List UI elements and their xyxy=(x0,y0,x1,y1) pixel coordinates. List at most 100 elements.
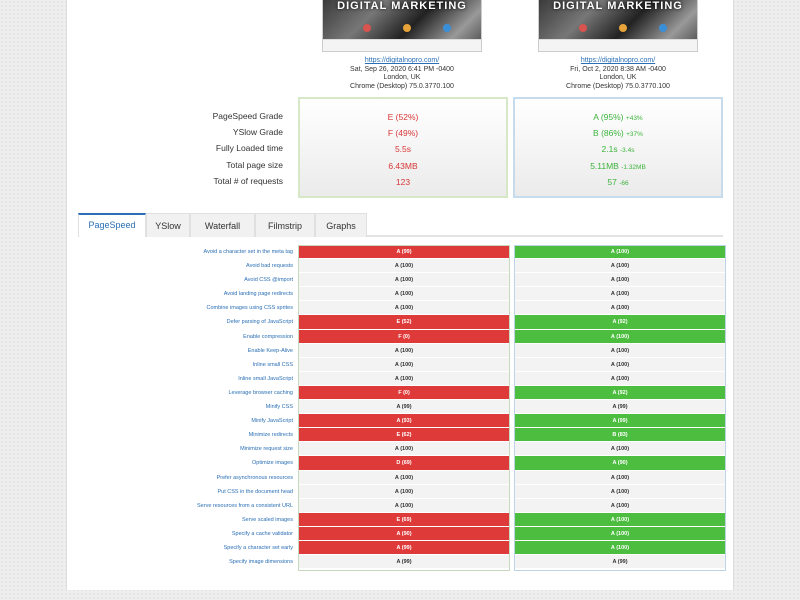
rule-grade-new: A (100) xyxy=(515,470,725,485)
rule-grade-new: A (100) xyxy=(515,371,725,386)
screenshot-thumbnail-new[interactable]: DIGITAL MARKETING xyxy=(538,0,698,52)
rule-grade-old: F (0) xyxy=(299,329,509,344)
delta-badge: -1.32MB xyxy=(621,163,646,171)
rule-grade-old: A (93) xyxy=(299,414,509,429)
test-browser: Chrome (Desktop) 75.0.3770.100 xyxy=(566,82,670,90)
rule-grade-new: A (100) xyxy=(515,526,725,541)
rule-name-link[interactable]: Specify a character set early xyxy=(223,544,293,551)
test-location: London, UK xyxy=(383,74,421,81)
test-date: Sat, Sep 26, 2020 6:41 PM -0400 xyxy=(350,65,454,73)
tab-filmstrip[interactable]: Filmstrip xyxy=(255,213,315,237)
yslow-grade-value: B (86%) xyxy=(593,128,624,139)
rule-name-link[interactable]: Specify image dimensions xyxy=(229,559,293,566)
rule-grade-new: A (100) xyxy=(515,498,725,513)
rule-grade-old: A (100) xyxy=(299,273,509,288)
rule-grade-new: A (99) xyxy=(515,414,725,429)
rule-grade-new: A (100) xyxy=(515,512,725,527)
screenshot-thumbnail-old[interactable]: DIGITAL MARKETING xyxy=(322,0,482,52)
yslow-grade-value: F (49%) xyxy=(387,128,419,139)
test-location: London, UK xyxy=(599,74,637,81)
rule-grade-old: A (100) xyxy=(299,498,509,513)
rule-name-link[interactable]: Enable Keep-Alive xyxy=(247,347,293,354)
thumbnail-title: DIGITAL MARKETING xyxy=(337,0,467,12)
test-url-link[interactable]: https://digitalnopro.com/ xyxy=(580,57,656,64)
thumbnail-title: DIGITAL MARKETING xyxy=(553,0,683,12)
total-page-size-value: 5.11MB xyxy=(590,160,619,171)
tab-waterfall[interactable]: Waterfall xyxy=(190,213,255,237)
summary-label: PageSpeed Grade xyxy=(212,111,283,121)
rule-name-link[interactable]: Minimize request size xyxy=(240,446,293,453)
fully-loaded-time-value: 5.5s xyxy=(394,144,412,155)
rule-grade-old: D (69) xyxy=(299,456,509,471)
rule-grade-new: A (99) xyxy=(515,400,725,415)
rule-grade-old: A (100) xyxy=(299,287,509,302)
rule-name-link[interactable]: Leverage browser caching xyxy=(228,389,293,396)
rule-grade-new: A (100) xyxy=(515,357,725,372)
rule-grade-new: A (100) xyxy=(515,540,725,556)
tab-graphs[interactable]: Graphs xyxy=(315,213,367,237)
summary-box-old: E (52%) F (49%) 5.5s 6.43MB 123 xyxy=(298,97,508,198)
rule-name-link[interactable]: Serve resources from a consistent URL xyxy=(197,502,293,509)
delta-badge: +43% xyxy=(625,115,643,122)
summary-label: Total # of requests xyxy=(213,175,283,186)
rule-name-link[interactable]: Avoid landing page redirects xyxy=(223,291,293,298)
rule-grade-new: A (90) xyxy=(515,456,725,471)
total-page-size-value: 6.43MB xyxy=(388,160,418,171)
rule-grade-new: A (100) xyxy=(515,442,725,457)
summary-labels: PageSpeed Grade YSlow Grade Fully Loaded… xyxy=(150,108,283,189)
rule-grade-old: E (52) xyxy=(299,315,509,330)
rule-name-link[interactable]: Inline small JavaScript xyxy=(238,375,293,382)
rule-name-link[interactable]: Optimize images xyxy=(252,460,293,467)
rule-grade-new: A (100) xyxy=(515,287,725,302)
rule-name-link[interactable]: Prefer asynchronous resources xyxy=(216,474,293,481)
rule-name-link[interactable]: Put CSS in the document head xyxy=(217,488,293,495)
rule-grade-new: A (99) xyxy=(515,555,725,570)
rule-grade-old: F (0) xyxy=(299,385,509,401)
rule-name-link[interactable]: Avoid CSS @import xyxy=(244,277,293,284)
rule-grade-old: A (99) xyxy=(299,540,509,556)
rule-grade-old: A (100) xyxy=(299,343,509,358)
rule-name-link[interactable]: Minify CSS xyxy=(265,404,293,411)
rule-name-link[interactable]: Serve scaled images xyxy=(241,516,293,523)
rule-grade-old: A (100) xyxy=(299,442,509,457)
summary-box-new: A (95%) +43% B (86%) +37% 2.1s -3.4s 5.1… xyxy=(513,97,723,198)
summary-label: Fully Loaded time xyxy=(215,143,283,154)
rule-name-link[interactable]: Specify a cache validator xyxy=(231,530,293,537)
rule-name-link[interactable]: Combine images using CSS sprites xyxy=(206,305,293,312)
rule-name-link[interactable]: Inline small CSS xyxy=(252,361,293,368)
test-info-old: https://digitalnopro.com/ Sat, Sep 26, 2… xyxy=(302,57,502,91)
rule-grade-new: A (100) xyxy=(515,245,725,260)
test-date: Fri, Oct 2, 2020 8:38 AM -0400 xyxy=(570,65,666,73)
test-info-new: https://digitalnopro.com/ Fri, Oct 2, 20… xyxy=(518,57,718,91)
delta-badge: +37% xyxy=(626,131,643,139)
test-url-link[interactable]: https://digitalnopro.com/ xyxy=(364,57,440,64)
rule-grade-old: A (100) xyxy=(299,301,509,316)
rule-grade-old: A (100) xyxy=(299,259,509,274)
delta-badge: -3.4s xyxy=(620,147,635,155)
rule-name-link[interactable]: Minimize redirects xyxy=(248,432,293,439)
summary-label: YSlow Grade xyxy=(232,127,283,138)
pagespeed-grade-value: E (52%) xyxy=(387,112,419,122)
rule-name-link[interactable]: Avoid bad requests xyxy=(246,263,293,270)
tab-pagespeed[interactable]: PageSpeed xyxy=(78,213,146,237)
rule-grade-old: A (100) xyxy=(299,371,509,386)
fully-loaded-time-value: 2.1s xyxy=(601,144,618,155)
rule-grade-old: E (62) xyxy=(299,428,509,443)
rule-grade-new: A (100) xyxy=(515,301,725,316)
pagespeed-grade-value: A (95%) xyxy=(593,112,624,122)
tab-yslow[interactable]: YSlow xyxy=(146,213,190,237)
total-requests-value: 123 xyxy=(395,176,411,187)
rule-name-link[interactable]: Minify JavaScript xyxy=(251,418,293,425)
summary-label: Total page size xyxy=(226,159,283,170)
rule-grade-new: B (83) xyxy=(515,428,725,443)
report-tabs: PageSpeed YSlow Waterfall Filmstrip Grap… xyxy=(78,213,723,237)
rule-grade-old: A (100) xyxy=(299,484,509,499)
rule-grade-new: A (100) xyxy=(515,259,725,274)
rule-name-link[interactable]: Avoid a character set in the meta tag xyxy=(203,249,293,255)
test-browser: Chrome (Desktop) 75.0.3770.100 xyxy=(350,82,454,90)
rule-name-link[interactable]: Defer parsing of JavaScript xyxy=(226,319,293,326)
rule-grade-old: A (100) xyxy=(299,470,509,485)
rule-name-link[interactable]: Enable compression xyxy=(243,333,293,340)
rule-grade-new: A (100) xyxy=(515,343,725,358)
rule-grade-old: A (99) xyxy=(299,555,509,570)
